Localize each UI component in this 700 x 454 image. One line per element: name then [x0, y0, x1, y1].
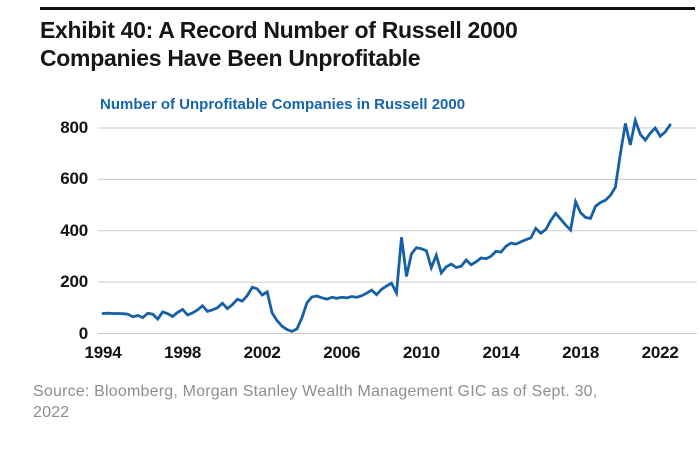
unprofitable-companies-line [101, 115, 672, 333]
source-note-line1: Source: Bloomberg, Morgan Stanley Wealth… [33, 383, 598, 400]
x-tick-label-2002: 2002 [243, 343, 281, 362]
y-tick-label-200: 200 [60, 272, 88, 292]
y-tick-label-800: 800 [60, 118, 88, 137]
x-tick-label-2022: 2022 [641, 343, 679, 362]
y-tick-label-0: 0 [78, 323, 88, 343]
y-tick-label-600: 600 [60, 169, 88, 189]
exhibit-title-line2: Companies Have Been Unprofitable [40, 45, 421, 71]
x-tick-label-2018: 2018 [562, 343, 600, 362]
exhibit-title: Exhibit 40: A Record Number of Russell 2… [40, 16, 640, 72]
exhibit-title-line1: Exhibit 40: A Record Number of Russell 2… [40, 17, 518, 43]
gridlines [98, 127, 697, 334]
x-tick-label-1998: 1998 [164, 343, 202, 362]
x-tick-label-2006: 2006 [323, 343, 361, 362]
source-note: Source: Bloomberg, Morgan Stanley Wealth… [33, 381, 688, 423]
x-tick-label-2010: 2010 [402, 343, 440, 362]
chart-title: Number of Unprofitable Companies in Russ… [100, 96, 466, 113]
x-tick-label-2014: 2014 [482, 343, 520, 362]
x-tick-label-1994: 1994 [84, 343, 122, 362]
y-tick-label-400: 400 [60, 220, 88, 240]
source-note-line2: 2022 [33, 404, 70, 421]
top-divider-rule [40, 7, 695, 10]
